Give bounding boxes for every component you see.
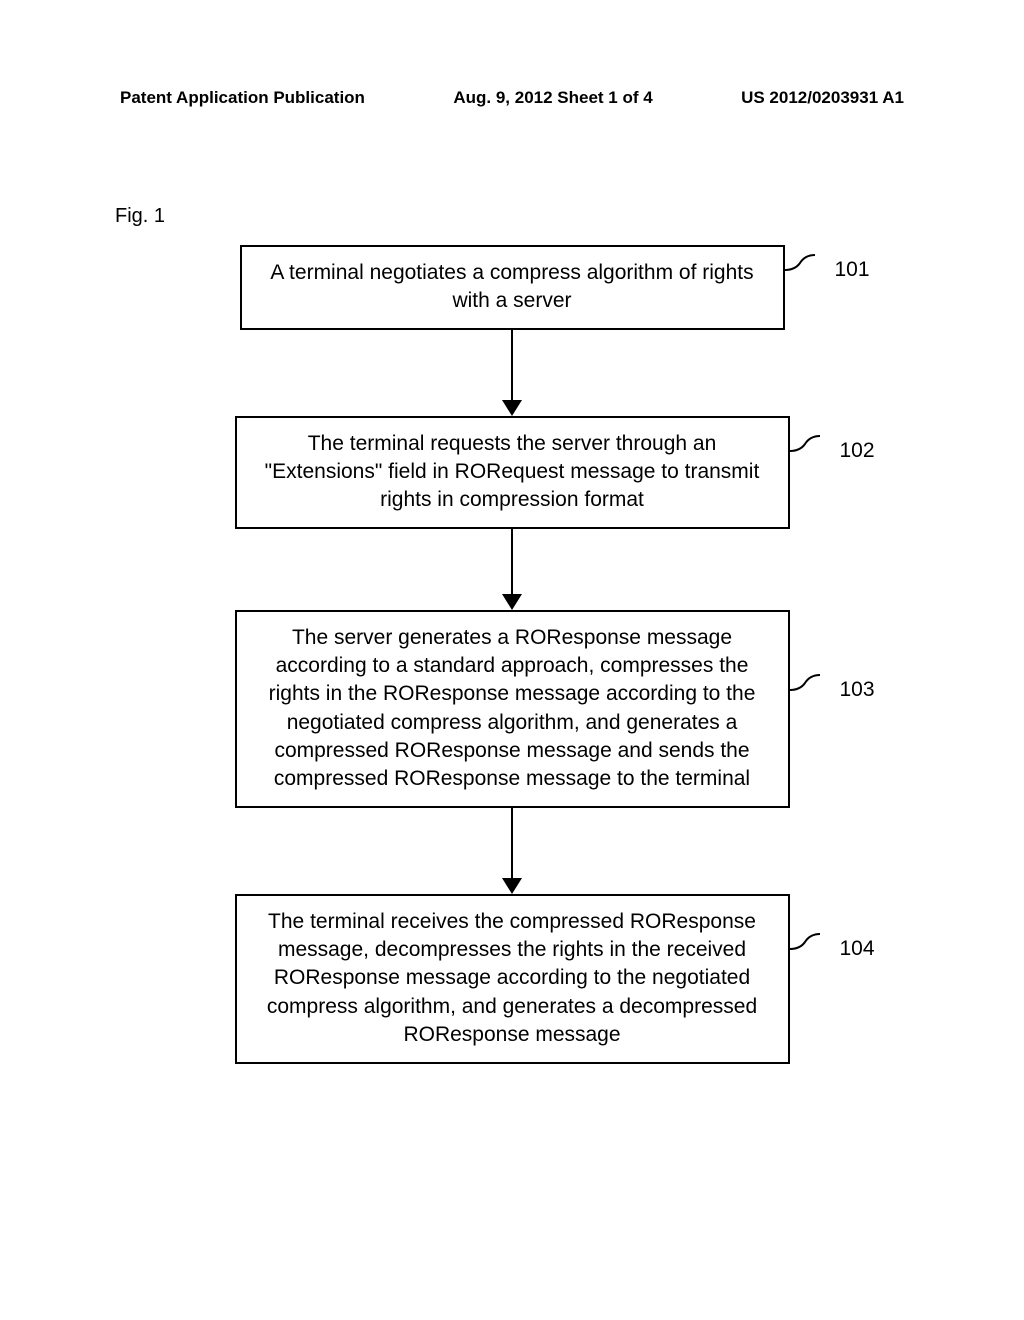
reference-label: 103 bbox=[840, 678, 875, 702]
flowchart-step: The server generates a ROResponse messag… bbox=[235, 610, 790, 808]
figure-label: Fig. 1 bbox=[115, 205, 165, 228]
arrow-icon bbox=[502, 529, 522, 610]
flowchart: A terminal negotiates a compress algorit… bbox=[0, 245, 1024, 1064]
header-left: Patent Application Publication bbox=[120, 88, 365, 108]
flowchart-step: The terminal receives the compressed ROR… bbox=[235, 894, 790, 1064]
header-center: Aug. 9, 2012 Sheet 1 of 4 bbox=[453, 88, 652, 108]
flowchart-box: A terminal negotiates a compress algorit… bbox=[240, 245, 785, 330]
flowchart-box: The terminal receives the compressed ROR… bbox=[235, 894, 790, 1064]
flowchart-step: A terminal negotiates a compress algorit… bbox=[240, 245, 785, 330]
reference-connector: 104 bbox=[790, 934, 875, 964]
flowchart-box: The terminal requests the server through… bbox=[235, 416, 790, 529]
flowchart-box: The server generates a ROResponse messag… bbox=[235, 610, 790, 808]
reference-label: 101 bbox=[835, 258, 870, 282]
reference-connector: 102 bbox=[790, 436, 875, 466]
reference-connector: 103 bbox=[790, 675, 875, 705]
page-header: Patent Application Publication Aug. 9, 2… bbox=[0, 88, 1024, 108]
arrow-icon bbox=[502, 330, 522, 416]
reference-connector: 101 bbox=[785, 255, 870, 285]
flowchart-step: The terminal requests the server through… bbox=[235, 416, 790, 529]
header-right: US 2012/0203931 A1 bbox=[741, 88, 904, 108]
reference-label: 102 bbox=[840, 439, 875, 463]
arrow-icon bbox=[502, 808, 522, 894]
reference-label: 104 bbox=[840, 937, 875, 961]
